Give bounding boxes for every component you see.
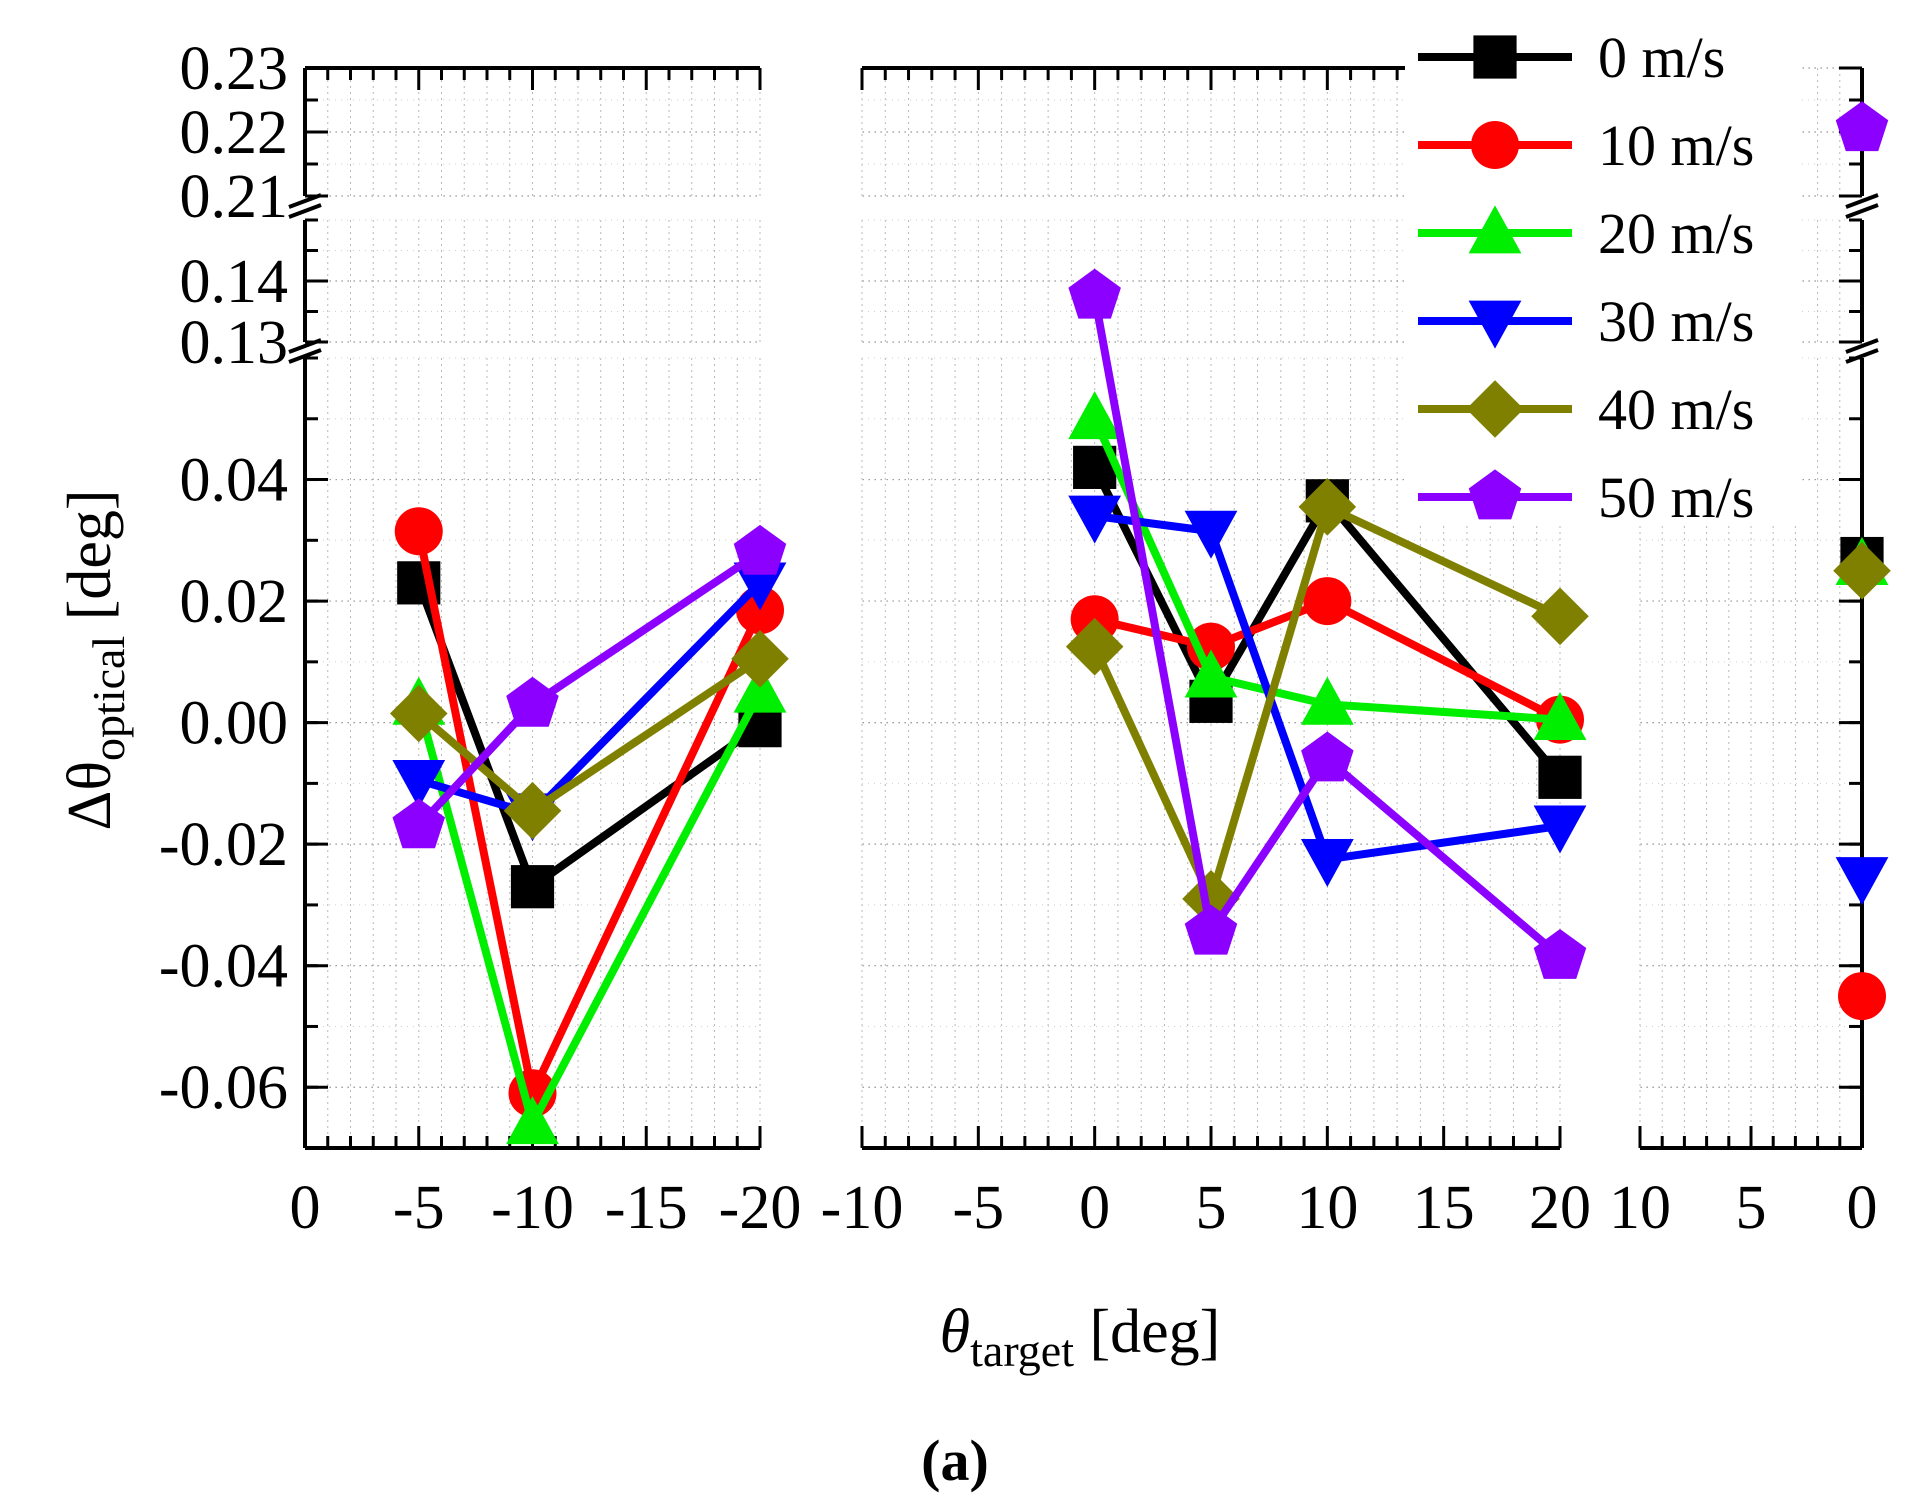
data-point bbox=[392, 759, 446, 808]
data-point bbox=[733, 664, 787, 713]
legend-entry: 10 m/s bbox=[1418, 113, 1754, 178]
data-point bbox=[503, 781, 562, 840]
data-point bbox=[1531, 587, 1589, 646]
data-point bbox=[1301, 731, 1354, 782]
legend-marker bbox=[1466, 380, 1524, 438]
x-axis-title: θtarget [deg] bbox=[940, 1298, 1221, 1376]
x-tick-label: 15 bbox=[1413, 1174, 1475, 1242]
data-point bbox=[1184, 649, 1238, 698]
axis-break-mark bbox=[1845, 203, 1879, 219]
y-tick-label: 0.14 bbox=[180, 248, 289, 316]
data-point bbox=[733, 524, 787, 575]
data-point bbox=[1068, 495, 1122, 544]
data-point bbox=[1184, 510, 1238, 559]
data-point bbox=[1835, 101, 1889, 152]
legend-entry: 50 m/s bbox=[1418, 465, 1754, 530]
legend-entry: 30 m/s bbox=[1418, 289, 1754, 354]
legend-background bbox=[1405, 22, 1800, 522]
legend-entry: 20 m/s bbox=[1418, 201, 1754, 266]
data-point bbox=[510, 865, 555, 909]
series-line bbox=[415, 581, 763, 891]
x-tick-label: 10 bbox=[1296, 1174, 1358, 1242]
data-point bbox=[1300, 676, 1354, 725]
legend-marker bbox=[1468, 300, 1522, 349]
data-point bbox=[506, 1096, 559, 1145]
x-tick-label: 5 bbox=[1196, 1174, 1227, 1242]
legend-marker bbox=[1468, 205, 1522, 254]
data-point bbox=[1838, 972, 1886, 1021]
legend-entry: 40 m/s bbox=[1418, 377, 1754, 442]
x-tick-label: 0 bbox=[1079, 1174, 1110, 1242]
data-point bbox=[392, 798, 445, 849]
x-tick-label: -10 bbox=[491, 1174, 574, 1242]
axis-break-mark bbox=[1845, 193, 1879, 209]
y-tick-label: -0.04 bbox=[159, 933, 288, 1001]
y-tick-label: -0.02 bbox=[159, 811, 288, 879]
y-tick-label: -0.06 bbox=[159, 1054, 288, 1122]
x-tick-label: 0 bbox=[290, 1174, 321, 1242]
data-point bbox=[1065, 617, 1124, 676]
legend: 0 m/s 10 m/s 20 m/s 30 m/s 40 m/s 50 m/s bbox=[1405, 22, 1800, 530]
data-point bbox=[1068, 268, 1121, 319]
data-point bbox=[506, 676, 559, 727]
data-point bbox=[1184, 904, 1238, 955]
y-tick-label: 0.23 bbox=[180, 35, 289, 103]
data-point bbox=[1538, 755, 1582, 799]
series-line bbox=[1091, 465, 1564, 780]
figure-caption: (a) bbox=[921, 1428, 989, 1493]
legend-entry: 0 m/s bbox=[1418, 25, 1725, 90]
legend-label: 30 m/s bbox=[1598, 289, 1754, 354]
data-point bbox=[1533, 928, 1587, 979]
series-line bbox=[1091, 502, 1562, 903]
data-point bbox=[1533, 805, 1587, 854]
data-point bbox=[1303, 577, 1352, 626]
axis-break-mark bbox=[1845, 338, 1879, 354]
y-tick-label: 0.02 bbox=[180, 568, 289, 636]
data-point bbox=[1833, 541, 1891, 600]
data-point bbox=[1835, 857, 1889, 906]
data-point bbox=[1068, 391, 1122, 440]
x-tick-label: -5 bbox=[393, 1174, 445, 1242]
series-layer bbox=[389, 101, 1891, 1145]
axis-break-mark bbox=[288, 203, 322, 219]
series-line bbox=[1090, 295, 1563, 960]
x-tick-label: 20 bbox=[1529, 1174, 1591, 1242]
legend-label: 10 m/s bbox=[1598, 113, 1754, 178]
x-tick-label: -10 bbox=[821, 1174, 904, 1242]
legend-label: 40 m/s bbox=[1598, 377, 1754, 442]
x-tick-label: -20 bbox=[719, 1174, 802, 1242]
axis-break-mark bbox=[1845, 348, 1879, 364]
legend-marker bbox=[1471, 121, 1519, 169]
data-point bbox=[1298, 478, 1357, 536]
legend-marker bbox=[1473, 35, 1517, 79]
y-tick-label: 0.00 bbox=[180, 690, 289, 758]
legend-marker bbox=[1468, 469, 1522, 520]
y-axis-title: Δθoptical [deg] bbox=[56, 489, 134, 830]
data-point bbox=[1533, 691, 1587, 740]
y-tick-label: 0.22 bbox=[180, 99, 289, 167]
y-tick-label: 0.13 bbox=[180, 309, 289, 377]
x-tick-label: -5 bbox=[953, 1174, 1005, 1242]
series-50-m-s bbox=[392, 101, 1889, 979]
y-tick-label: 0.04 bbox=[180, 447, 289, 515]
x-tick-label: 5 bbox=[1736, 1174, 1767, 1242]
x-tick-label: 10 bbox=[1609, 1174, 1671, 1242]
x-tick-label: -15 bbox=[605, 1174, 688, 1242]
y-tick-label: 0.21 bbox=[180, 163, 289, 231]
axis-break-mark bbox=[288, 348, 322, 364]
data-point bbox=[1300, 838, 1354, 887]
data-point bbox=[394, 507, 443, 556]
legend-label: 50 m/s bbox=[1598, 465, 1754, 530]
data-point bbox=[731, 630, 789, 688]
legend-label: 20 m/s bbox=[1598, 201, 1754, 266]
legend-label: 0 m/s bbox=[1598, 25, 1725, 90]
data-point bbox=[389, 684, 448, 743]
x-tick-label: 0 bbox=[1847, 1174, 1878, 1242]
